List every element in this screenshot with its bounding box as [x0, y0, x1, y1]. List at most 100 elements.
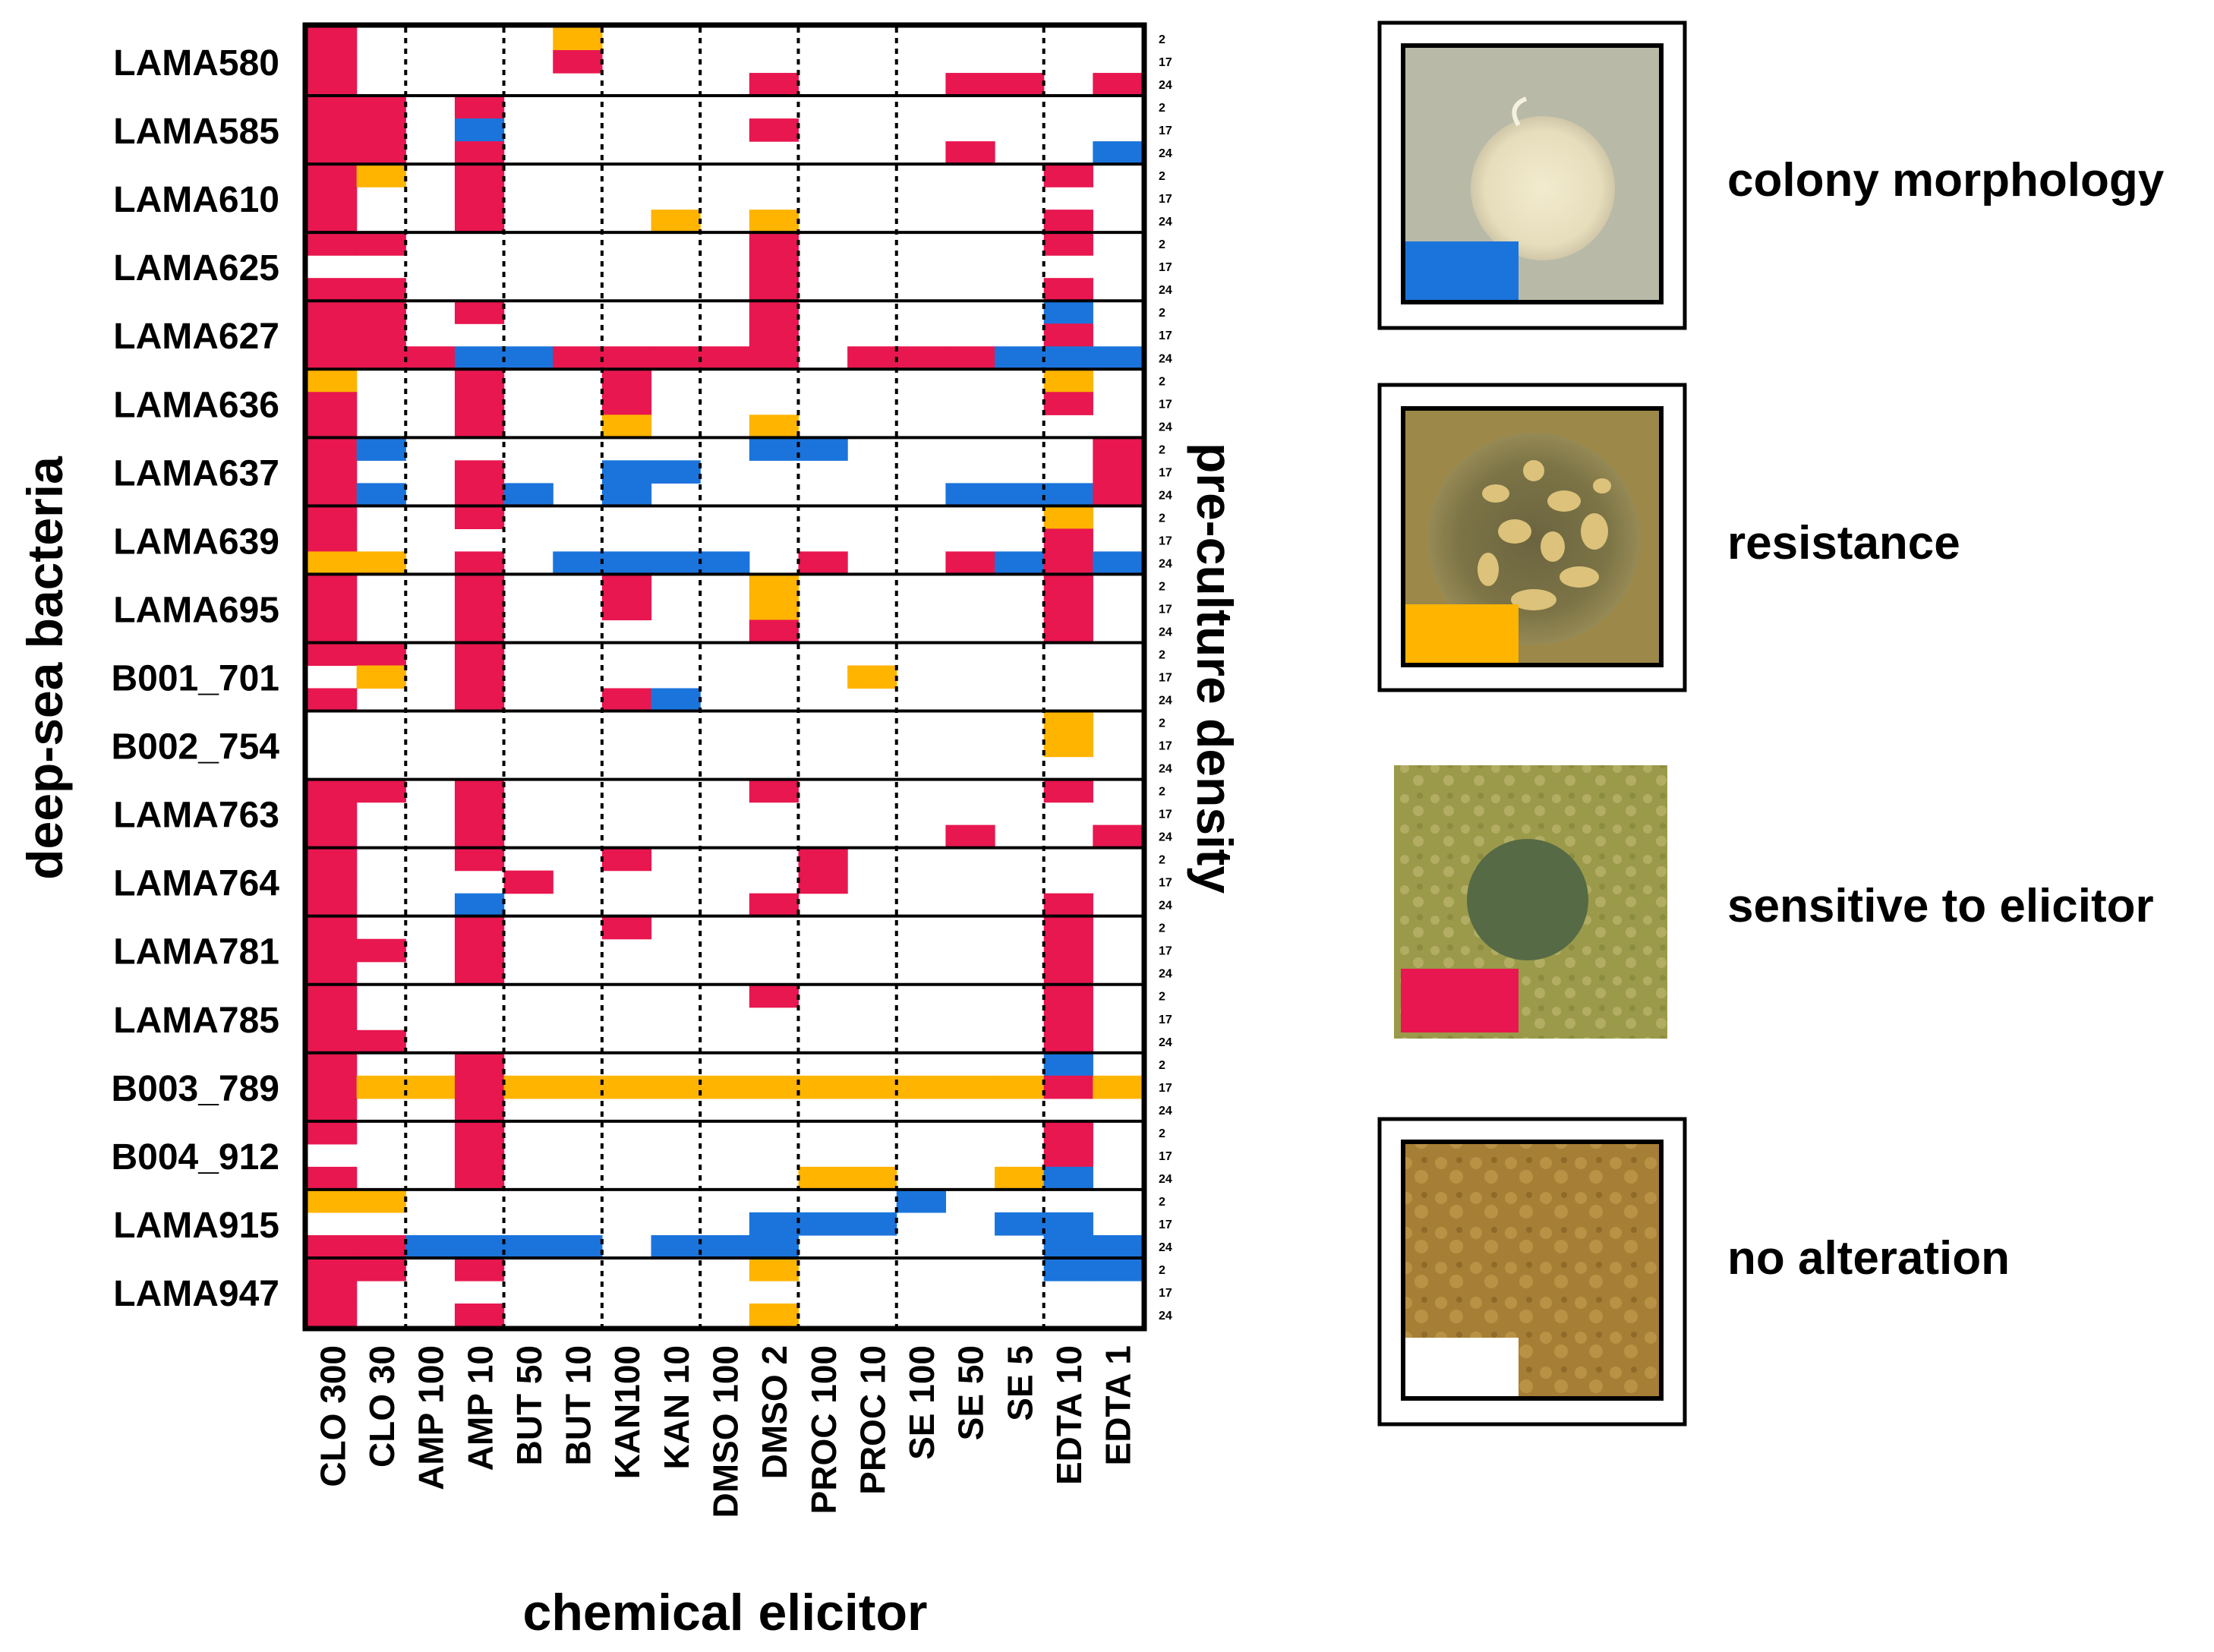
- heatmap-cell: [308, 369, 358, 393]
- heatmap-cell: [601, 415, 652, 438]
- heatmap-cell: [945, 141, 995, 165]
- heatmap-cell: [700, 1075, 750, 1099]
- density-tick-label: 17: [1159, 261, 1172, 274]
- density-tick-label: 24: [1159, 1310, 1172, 1323]
- density-tick-label: 2: [1159, 649, 1165, 662]
- column-label: SE 50: [951, 1345, 991, 1440]
- heatmap-cell: [308, 1052, 358, 1077]
- density-tick-label: 17: [1159, 877, 1172, 890]
- inhibition-zone: [1467, 839, 1588, 960]
- heatmap-cell: [651, 1234, 701, 1259]
- heatmap-cell: [308, 916, 358, 940]
- heatmap-cell: [405, 1234, 456, 1259]
- heatmap-cell: [651, 551, 701, 575]
- density-tick-label: 2: [1159, 786, 1165, 799]
- legend-label-resistance: resistance: [1727, 517, 1960, 569]
- density-tick-label: 17: [1159, 125, 1172, 137]
- heatmap-cell: [308, 938, 358, 963]
- density-tick-label: 24: [1159, 352, 1172, 365]
- heatmap-cell: [454, 1166, 505, 1190]
- heatmap-cell: [749, 620, 800, 644]
- legend-swatch-colony-morphology: [1405, 241, 1519, 300]
- heatmap-cell: [308, 961, 358, 985]
- heatmap-cell: [1043, 1234, 1093, 1259]
- heatmap-cell: [601, 551, 652, 575]
- column-label: EDTA 10: [1049, 1345, 1089, 1485]
- density-tick-label: 2: [1159, 443, 1165, 456]
- heatmap-cell: [553, 27, 603, 51]
- heatmap-cell: [454, 551, 505, 575]
- heatmap-cell: [1093, 346, 1143, 370]
- heatmap-cell: [356, 1257, 406, 1282]
- heatmap-cell: [356, 323, 406, 347]
- heatmap-cell: [601, 483, 652, 506]
- heatmap-cell: [1043, 1007, 1093, 1031]
- heatmap-cell: [995, 1075, 1045, 1099]
- legend-sensitive-to-elicitor: sensitive to elicitor: [1394, 765, 2154, 1039]
- heatmap-cell: [454, 164, 505, 188]
- heatmap-cell: [308, 1257, 358, 1282]
- row-label: LAMA637: [113, 453, 279, 493]
- heatmap-cell: [308, 460, 358, 484]
- row-label: LAMA580: [113, 43, 279, 84]
- heatmap-cell: [1043, 620, 1093, 644]
- heatmap-cell: [896, 1189, 947, 1213]
- heatmap-cell: [454, 597, 505, 621]
- density-tick-label: 17: [1159, 740, 1172, 753]
- column-label: DMSO 2: [755, 1345, 794, 1479]
- heatmap-cell: [1043, 916, 1093, 940]
- heatmap-cell: [700, 1234, 750, 1259]
- secondary-y-axis-title: pre-culture density: [1187, 443, 1243, 894]
- heatmap-cell: [1043, 483, 1093, 506]
- heatmap-cell: [995, 483, 1045, 506]
- row-label: LAMA636: [113, 385, 279, 425]
- density-tick-label: 2: [1159, 580, 1165, 593]
- resistant-colonies: [1478, 460, 1611, 610]
- inhibition-halo: [1427, 433, 1640, 645]
- heatmap-cell: [1043, 392, 1093, 415]
- heatmap-cell: [308, 1007, 358, 1031]
- heatmap-cell: [749, 415, 800, 438]
- heatmap-cell: [945, 73, 995, 96]
- density-tick-label: 17: [1159, 466, 1172, 479]
- heatmap-cell: [454, 1257, 505, 1282]
- heatmap-cell: [356, 96, 406, 119]
- heatmap-cell: [308, 551, 358, 575]
- density-tick-label: 24: [1159, 147, 1172, 160]
- heatmap-cell: [798, 1212, 848, 1236]
- heatmap-cell: [1093, 437, 1143, 461]
- heatmap-cell: [1043, 232, 1093, 256]
- heatmap-cell: [749, 1234, 800, 1259]
- density-tick-label: 17: [1159, 1082, 1172, 1095]
- colony-shape: [1471, 116, 1615, 260]
- density-tick-label: 17: [1159, 1287, 1172, 1300]
- density-tick-label: 17: [1159, 809, 1172, 821]
- heatmap-cell: [454, 938, 505, 963]
- heatmap-cell: [1093, 483, 1143, 506]
- density-tick-label: 2: [1159, 1127, 1165, 1140]
- heatmap-cell: [651, 1075, 701, 1099]
- heatmap-cell: [308, 528, 358, 553]
- heatmap-cell: [308, 688, 358, 712]
- column-label: BUT 50: [509, 1345, 549, 1465]
- heatmap-cell: [601, 688, 652, 712]
- heatmap-cell: [356, 642, 406, 667]
- heatmap-cell: [749, 574, 800, 598]
- density-tick-label: 2: [1159, 307, 1165, 320]
- heatmap-cell: [308, 187, 358, 210]
- heatmap-cell: [1093, 141, 1143, 165]
- column-label: CLO 30: [362, 1345, 402, 1468]
- density-tick-label: 24: [1159, 695, 1172, 708]
- legend-resistance: resistance: [1377, 383, 1960, 692]
- heatmap-cell: [454, 118, 505, 142]
- heatmap-cell: [308, 597, 358, 621]
- heatmap-cell: [454, 392, 505, 415]
- heatmap-cell: [454, 96, 505, 119]
- heatmap-cell: [454, 779, 505, 803]
- heatmap-cell: [798, 1075, 848, 1099]
- heatmap-cell: [454, 369, 505, 393]
- density-tick-label: 2: [1159, 922, 1165, 935]
- heatmap-cell: [405, 346, 456, 370]
- heatmap-cell: [1043, 711, 1093, 735]
- heatmap-cell: [503, 1075, 554, 1099]
